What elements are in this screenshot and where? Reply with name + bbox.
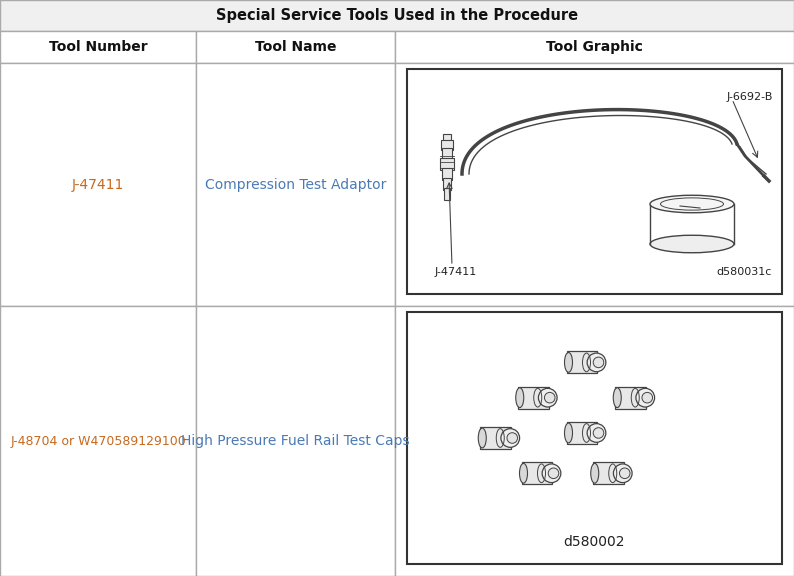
Bar <box>480 427 511 449</box>
Text: Special Service Tools Used in the Procedure: Special Service Tools Used in the Proced… <box>216 8 578 23</box>
Text: d580031c: d580031c <box>717 267 772 277</box>
Ellipse shape <box>501 429 519 448</box>
Bar <box>196 63 395 306</box>
Ellipse shape <box>642 392 653 403</box>
Ellipse shape <box>542 464 561 483</box>
Ellipse shape <box>591 463 599 483</box>
Text: Tool Graphic: Tool Graphic <box>546 40 643 54</box>
Bar <box>518 386 549 409</box>
Bar <box>0 63 196 306</box>
Text: Compression Test Adaptor: Compression Test Adaptor <box>205 177 386 191</box>
Ellipse shape <box>519 463 527 483</box>
Bar <box>395 31 794 63</box>
Bar <box>442 168 452 180</box>
Bar <box>395 63 794 306</box>
Bar <box>407 69 782 294</box>
Text: High Pressure Fuel Rail Test Caps: High Pressure Fuel Rail Test Caps <box>181 434 410 448</box>
Text: J-47411: J-47411 <box>71 177 124 191</box>
Bar <box>0 306 196 576</box>
Ellipse shape <box>565 353 572 372</box>
Ellipse shape <box>565 423 572 443</box>
Ellipse shape <box>650 235 734 253</box>
Text: Tool Name: Tool Name <box>255 40 336 54</box>
Bar <box>593 463 623 484</box>
Text: d580002: d580002 <box>564 535 625 549</box>
Bar <box>522 463 553 484</box>
Bar <box>615 386 646 409</box>
Bar <box>442 148 452 160</box>
Ellipse shape <box>587 353 606 372</box>
Bar <box>444 188 450 200</box>
Ellipse shape <box>545 392 555 403</box>
Bar <box>0 0 794 31</box>
Ellipse shape <box>613 388 621 408</box>
Bar <box>196 31 395 63</box>
Bar <box>0 31 196 63</box>
Ellipse shape <box>516 388 524 408</box>
Bar <box>566 351 597 373</box>
Ellipse shape <box>587 423 606 442</box>
Text: Tool Number: Tool Number <box>48 40 148 54</box>
Bar <box>440 158 454 170</box>
Text: J-47411: J-47411 <box>435 267 477 277</box>
Bar <box>443 134 451 142</box>
Ellipse shape <box>548 468 559 479</box>
Ellipse shape <box>593 357 603 367</box>
Bar <box>443 178 451 190</box>
Ellipse shape <box>507 433 518 444</box>
Ellipse shape <box>538 388 557 407</box>
Bar <box>441 140 453 150</box>
Ellipse shape <box>478 428 486 448</box>
Bar <box>395 306 794 576</box>
Text: J-48704 or W470589129100: J-48704 or W470589129100 <box>10 434 186 448</box>
Ellipse shape <box>614 464 632 483</box>
Ellipse shape <box>593 427 603 438</box>
Ellipse shape <box>650 195 734 213</box>
Bar <box>196 306 395 576</box>
Ellipse shape <box>619 468 630 479</box>
Text: J-6692-B: J-6692-B <box>727 92 773 102</box>
Ellipse shape <box>636 388 654 407</box>
Bar <box>407 312 782 564</box>
Bar <box>566 422 597 444</box>
